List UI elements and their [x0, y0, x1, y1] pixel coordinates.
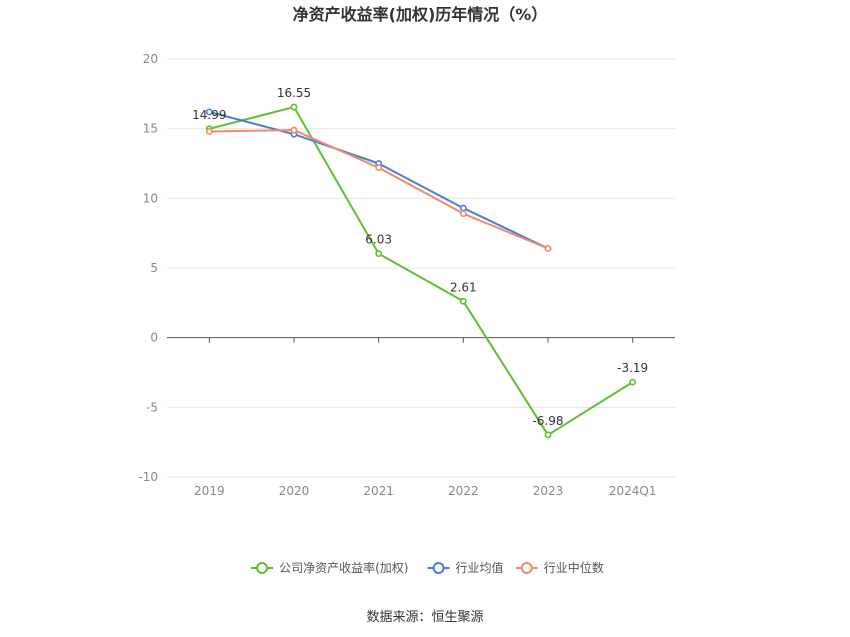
data-point[interactable]	[290, 103, 298, 111]
legend-item-2[interactable]: 行业中位数	[515, 560, 604, 575]
data-label: 2.61	[450, 280, 477, 294]
data-label: -6.98	[532, 414, 563, 428]
legend[interactable]: 公司净资产收益率(加权) 行业均值 行业中位数	[251, 560, 604, 575]
series-lines	[205, 103, 637, 439]
chart-title: 净资产收益率(加权)历年情况（%）	[293, 5, 548, 24]
data-labels: 14.99 16.55 6.03 2.61 -6.98 -3.19	[192, 86, 648, 428]
data-label: 16.55	[277, 86, 311, 100]
y-tick-label: 20	[143, 52, 158, 66]
legend-label: 行业中位数	[544, 560, 604, 575]
data-point[interactable]	[544, 431, 552, 439]
legend-label: 公司净资产收益率(加权)	[279, 560, 408, 575]
series-line-2	[209, 129, 549, 250]
data-point[interactable]	[375, 250, 383, 258]
data-point[interactable]	[459, 297, 467, 305]
y-tick-label: 0	[150, 331, 158, 345]
data-label: -3.19	[617, 361, 648, 375]
legend-swatch-marker	[520, 562, 533, 574]
data-point[interactable]	[459, 210, 467, 218]
data-label: 6.03	[365, 233, 392, 247]
x-tick-label: 2024Q1	[609, 484, 657, 498]
y-tick-label: 10	[143, 191, 158, 205]
grid-lines	[167, 58, 675, 478]
source-note: 数据来源：恒生聚源	[366, 610, 483, 625]
data-point[interactable]	[629, 378, 637, 386]
y-tick-label: 5	[150, 261, 158, 275]
y-tick-label: 15	[143, 122, 158, 136]
legend-label: 行业均值	[456, 560, 504, 575]
legend-swatch-marker	[432, 562, 445, 574]
legend-swatch-marker	[256, 562, 269, 574]
x-tick-label: 2022	[448, 484, 479, 498]
legend-item-1[interactable]: 行业均值	[427, 560, 504, 575]
y-tick-label: -10	[138, 470, 158, 484]
legend-item-0[interactable]: 公司净资产收益率(加权)	[251, 560, 408, 575]
x-axis: 2019 2020 2021 2022 2023 2024Q1	[167, 337, 675, 498]
y-tick-label: -5	[146, 400, 158, 414]
x-tick-label: 2023	[533, 484, 564, 498]
x-tick-label: 2019	[194, 484, 225, 498]
data-point[interactable]	[205, 108, 213, 116]
x-tick-label: 2021	[363, 484, 394, 498]
data-point[interactable]	[375, 164, 383, 172]
data-point[interactable]	[290, 126, 298, 134]
data-point[interactable]	[459, 204, 467, 212]
data-label: 14.99	[192, 108, 226, 122]
data-point[interactable]	[205, 128, 213, 135]
series-line-0	[209, 106, 634, 436]
y-axis: 20 15 10 5 0 -5 -10	[138, 52, 158, 484]
x-tick-label: 2020	[279, 484, 310, 498]
data-point[interactable]	[544, 245, 552, 252]
